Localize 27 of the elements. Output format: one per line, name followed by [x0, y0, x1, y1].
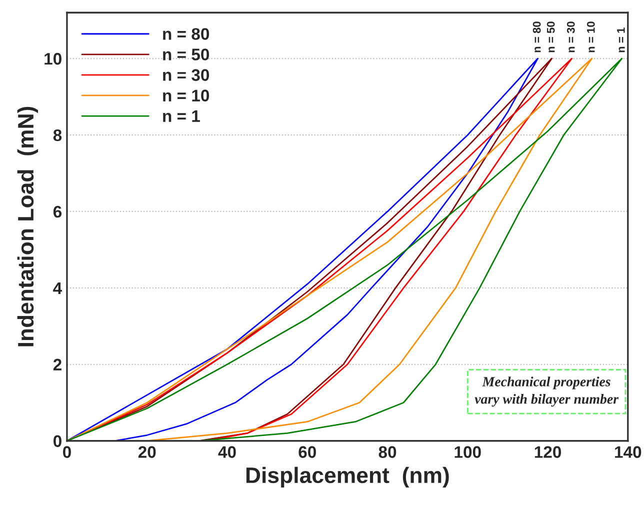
x-tick-label: 40: [218, 446, 236, 458]
x-tick-label: 0: [63, 446, 71, 458]
x-tick-label: 20: [138, 446, 156, 458]
legend-label: n = 30: [163, 69, 210, 81]
y-tick-label: 4: [53, 282, 62, 294]
y-axis-title: Indentation Load (mN): [17, 106, 38, 346]
y-tick-label: 0: [54, 435, 62, 448]
y-tick-label: 10: [44, 52, 62, 65]
x-tick-label: 100: [454, 446, 481, 458]
x-tick-label: 60: [298, 446, 316, 458]
y-tick-label: 8: [53, 129, 62, 142]
annotation: n = 1: [617, 28, 625, 52]
annotation: n = 50: [546, 22, 555, 52]
legend-label: n = 80: [163, 28, 210, 40]
legend-label: n = 10: [163, 90, 210, 102]
annotation: n = 30: [566, 22, 575, 52]
annotation: Mechanical properties vary with bilayer number: [474, 376, 619, 407]
legend-label: n = 1: [163, 110, 200, 122]
x-axis-title: Displacement (nm): [246, 466, 449, 488]
x-tick-label: 120: [534, 446, 561, 458]
x-tick-label: 80: [378, 446, 396, 458]
legend-label: n = 50: [163, 48, 210, 60]
x-tick-label: 140: [615, 446, 642, 458]
annotation: n = 10: [586, 22, 595, 52]
y-tick-label: 6: [53, 206, 62, 218]
annotation: n = 80: [532, 22, 541, 52]
y-tick-label: 2: [53, 358, 62, 370]
